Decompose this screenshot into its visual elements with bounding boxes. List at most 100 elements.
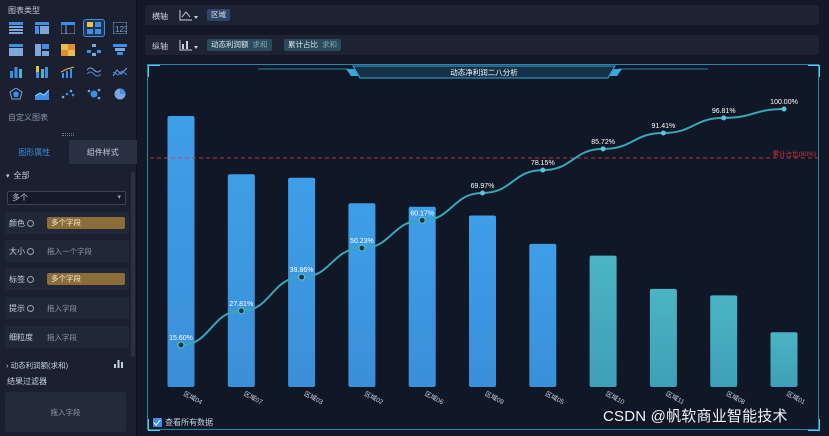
line-bar-icon[interactable] — [58, 64, 78, 80]
x-tick-label: 区域01 — [785, 389, 807, 407]
checkbox-checked-icon[interactable] — [153, 418, 162, 427]
line-chart-icon[interactable] — [110, 64, 130, 80]
kpi-card-icon[interactable]: 123 — [110, 20, 130, 36]
chevron-down-icon: ▾ — [6, 173, 10, 180]
bubble-chart-icon[interactable] — [84, 86, 104, 102]
line-point[interactable] — [480, 190, 485, 196]
show-all-data-toggle[interactable]: 查看所有数据 — [153, 417, 213, 428]
all-section-toggle[interactable]: ▾ 全部 — [6, 170, 30, 181]
line-point[interactable] — [177, 341, 185, 349]
bar-chart-icon[interactable] — [6, 64, 26, 80]
line-point[interactable] — [298, 273, 306, 281]
horizontal-axis-field[interactable]: 区域 — [207, 9, 230, 21]
bar-区域08[interactable] — [710, 295, 738, 387]
vertical-axis-row[interactable]: 纵轴 动态利润额 求和 累计占比 求和 — [145, 35, 819, 55]
line-point[interactable] — [781, 106, 787, 112]
gear-icon — [27, 220, 34, 227]
combo-chart-icon[interactable] — [83, 19, 105, 37]
data-label: 39.86% — [290, 267, 314, 274]
line-point[interactable] — [237, 307, 245, 315]
x-tick-label: 区域09 — [484, 389, 506, 407]
line-point[interactable] — [358, 244, 366, 252]
line-point[interactable] — [540, 167, 546, 173]
axis-sort-icon[interactable] — [178, 38, 200, 52]
gear-icon — [27, 248, 34, 255]
bar-区域05[interactable] — [529, 243, 557, 387]
pie-chart-icon[interactable] — [110, 86, 130, 102]
radar-chart-icon[interactable] — [6, 86, 26, 102]
resize-handle[interactable] — [62, 133, 74, 136]
tab-component-style[interactable]: 组件样式 — [68, 140, 137, 164]
horizontal-axis-row[interactable]: 横轴 区域 — [145, 5, 819, 25]
tag-label: 标签 — [9, 274, 34, 285]
vertical-axis-field-profit[interactable]: 动态利润额 求和 — [207, 39, 272, 51]
tree-chart-icon[interactable] — [84, 42, 104, 58]
bar-区域07[interactable] — [227, 174, 255, 387]
heatmap-icon[interactable] — [58, 42, 78, 58]
vertical-axis-label: 纵轴 — [152, 42, 168, 51]
wave-chart-icon[interactable] — [84, 64, 104, 80]
area-chart-icon[interactable] — [32, 86, 52, 102]
bar-区域01[interactable] — [770, 332, 798, 387]
grouped-table-icon[interactable] — [6, 42, 26, 58]
tooltip-row[interactable]: 提示 拖入字段 — [5, 297, 129, 319]
color-row[interactable]: 颜色 多个字段 — [5, 212, 129, 234]
reference-line-label: 累计占比(80%) — [773, 149, 816, 158]
size-drop-zone[interactable]: 拖入一个字段 — [47, 247, 92, 256]
line-point[interactable] — [721, 115, 727, 121]
table-chart-icon[interactable] — [6, 20, 26, 36]
chart-type-grid: 123 — [6, 19, 130, 102]
tab-graph-property[interactable]: 图形属性 — [0, 140, 69, 164]
mark-type-value: 多个 — [12, 193, 28, 202]
granularity-drop-zone[interactable]: 拖入字段 — [47, 333, 77, 342]
bar-区域04[interactable] — [167, 116, 195, 387]
funnel-grid-icon[interactable] — [110, 42, 130, 58]
stacked-bar-icon[interactable] — [32, 64, 52, 80]
chart-title: 动态净利润二八分析 — [450, 67, 518, 77]
scatter-chart-icon[interactable] — [58, 86, 78, 102]
data-label: 78.15% — [531, 160, 555, 167]
line-point[interactable] — [418, 216, 426, 224]
gear-icon — [27, 305, 34, 312]
bar-区域02[interactable] — [348, 203, 376, 387]
x-tick-label: 区域11 — [664, 389, 686, 406]
detail-table-icon[interactable] — [58, 20, 78, 36]
color-field-chip[interactable]: 多个字段 — [47, 217, 125, 229]
granularity-label: 细粒度 — [9, 333, 33, 342]
data-label: 91.41% — [652, 123, 676, 130]
x-tick-label: 区域08 — [725, 389, 747, 407]
bar-区域09[interactable] — [469, 215, 496, 387]
cross-table-icon[interactable] — [32, 20, 52, 36]
pareto-chart: 动态净利润二八分析 累计占比(80%) 15.60% 27.81% 39.86% 50… — [148, 65, 820, 431]
result-filter-drop-zone[interactable]: 拖入字段 — [5, 392, 126, 432]
tag-row[interactable]: 标签 多个字段 — [5, 268, 129, 290]
data-label: 69.97% — [471, 183, 495, 190]
data-label: 50.23% — [350, 238, 374, 245]
line-point[interactable] — [660, 130, 666, 136]
chart-frame: 动态净利润二八分析 累计占比(80%) 15.60% 27.81% 39.86% 50… — [147, 64, 820, 431]
left-panel-scrollbar[interactable] — [131, 172, 135, 357]
vertical-axis-field-ratio[interactable]: 累计占比 求和 — [284, 39, 341, 51]
svg-text:123: 123 — [115, 25, 127, 34]
bar-区域10[interactable] — [589, 255, 617, 387]
mark-type-select[interactable]: 多个 ▾ — [7, 191, 126, 205]
tag-field-chip[interactable]: 多个字段 — [47, 273, 125, 285]
show-all-data-label: 查看所有数据 — [165, 418, 213, 427]
horizontal-axis-label: 横轴 — [152, 12, 168, 21]
granularity-row[interactable]: 细粒度 拖入字段 — [5, 326, 129, 348]
x-tick-label: 区域03 — [303, 389, 325, 407]
size-label: 大小 — [9, 246, 34, 257]
custom-chart-label[interactable]: 自定义图表 — [8, 113, 48, 122]
bar-区域03[interactable] — [288, 177, 316, 387]
data-label: 15.60% — [169, 335, 193, 342]
data-label: 60.17% — [410, 210, 434, 217]
bar-区域11[interactable] — [649, 288, 677, 387]
tooltip-label: 提示 — [9, 303, 34, 314]
pivot-table-icon[interactable] — [32, 42, 52, 58]
tooltip-drop-zone[interactable]: 拖入字段 — [47, 304, 77, 313]
bar-区域06[interactable] — [408, 206, 436, 387]
measure-section-toggle[interactable]: › 动态利润额(求和) — [6, 360, 123, 371]
axis-sort-icon[interactable] — [178, 8, 200, 22]
size-row[interactable]: 大小 拖入一个字段 — [5, 240, 129, 262]
line-point[interactable] — [600, 146, 606, 152]
